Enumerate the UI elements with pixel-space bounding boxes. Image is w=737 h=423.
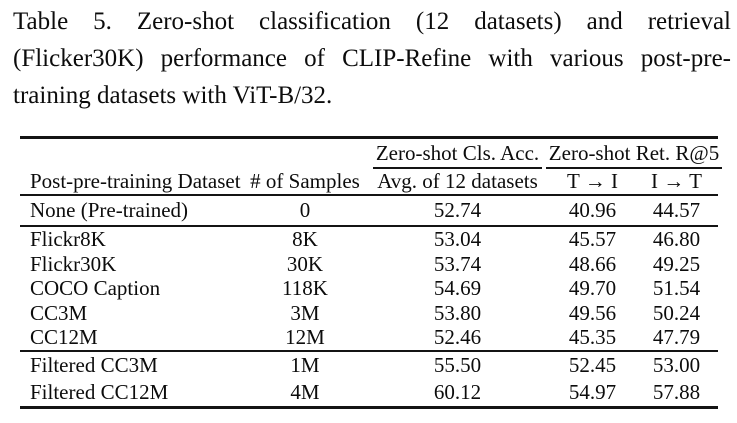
group-header-ret: Zero-shot Ret. R@5 <box>545 139 723 169</box>
cell-samples: 0 <box>299 198 311 222</box>
cell-t-to-i: 54.97 <box>568 379 617 404</box>
cell-samples: 118K <box>282 276 328 301</box>
cell-avg: 52.74 <box>433 198 482 222</box>
cell-i-to-t: 47.79 <box>652 325 701 350</box>
group-header-cls: Zero-shot Cls. Acc. <box>365 139 550 169</box>
cell-samples: 1M <box>290 352 320 377</box>
table-top-rule <box>20 136 718 139</box>
cell-dataset: Flickr8K <box>30 227 106 251</box>
cell-avg: 55.50 <box>433 352 482 377</box>
cell-t-to-i: 40.96 <box>568 198 617 222</box>
table-row: Filtered CC3M 1M 55.50 52.45 53.00 <box>20 352 718 379</box>
table-caption: Table 5. Zero-shot classification (12 da… <box>13 3 731 114</box>
cell-avg: 54.69 <box>433 276 482 301</box>
cell-samples: 8K <box>292 227 318 251</box>
cell-dataset: CC3M <box>30 300 88 325</box>
table-row: COCO Caption 118K 54.69 49.70 51.54 <box>20 276 718 301</box>
group-header-ret-label: Zero-shot Ret. R@5 <box>545 141 723 169</box>
col-header-dataset: Post-pre-training Dataset <box>30 169 241 193</box>
cell-t-to-i: 49.56 <box>568 300 617 325</box>
caption-line-3: training datasets with ViT-B/32. <box>13 82 333 109</box>
cell-t-to-i: 48.66 <box>568 251 617 276</box>
cell-avg: 53.74 <box>433 251 482 276</box>
cell-t-to-i: 45.35 <box>568 325 617 350</box>
header-bottom-rule <box>20 194 718 196</box>
cell-avg: 52.46 <box>433 325 482 350</box>
mid-rule-1 <box>20 225 718 227</box>
cell-dataset: Filtered CC3M <box>30 352 158 377</box>
cell-i-to-t: 53.00 <box>652 352 701 377</box>
cell-dataset: Flickr30K <box>30 251 117 276</box>
caption-line-2: (Flicker30K) performance of CLIP-Refine … <box>13 45 731 72</box>
cell-i-to-t: 44.57 <box>652 198 701 222</box>
table-row: Flickr30K 30K 53.74 48.66 49.25 <box>20 252 718 277</box>
cell-t-to-i: 49.70 <box>568 276 617 301</box>
cell-i-to-t: 49.25 <box>652 251 701 276</box>
mid-rule-2 <box>20 349 718 352</box>
table-bottom-rule <box>20 405 718 409</box>
results-table: Zero-shot Cls. Acc. Zero-shot Ret. R@5 P… <box>20 136 723 409</box>
cell-avg: 53.80 <box>433 300 482 325</box>
col-header-avg: Avg. of 12 datasets <box>377 169 538 193</box>
table-row: Flickr8K 8K 53.04 45.57 46.80 <box>20 227 718 252</box>
table-row: CC12M 12M 52.46 45.35 47.79 <box>20 325 718 350</box>
group-header-cls-label: Zero-shot Cls. Acc. <box>372 141 543 169</box>
cell-t-to-i: 45.57 <box>568 227 617 251</box>
table-row: CC3M 3M 53.80 49.56 50.24 <box>20 301 718 326</box>
cell-samples: 30K <box>286 251 324 276</box>
cell-i-to-t: 51.54 <box>652 276 701 301</box>
table-row: None (Pre-trained) 0 52.74 40.96 44.57 <box>20 196 718 225</box>
table-row: Filtered CC12M 4M 60.12 54.97 57.88 <box>20 379 718 406</box>
cell-dataset: COCO Caption <box>30 276 161 301</box>
cell-avg: 60.12 <box>433 379 482 404</box>
cell-samples: 4M <box>290 379 320 404</box>
cell-dataset: None (Pre-trained) <box>30 198 189 222</box>
cell-i-to-t: 46.80 <box>652 227 701 251</box>
table-group-header-row: Zero-shot Cls. Acc. Zero-shot Ret. R@5 <box>20 139 723 169</box>
caption-line-1: Table 5. Zero-shot classification (12 da… <box>13 8 731 35</box>
cell-avg: 53.04 <box>433 227 482 251</box>
col-header-t-to-i: T → I <box>567 169 618 193</box>
col-header-i-to-t: I → T <box>651 169 702 193</box>
cell-t-to-i: 52.45 <box>568 352 617 377</box>
cell-samples: 3M <box>290 300 320 325</box>
cell-dataset: Filtered CC12M <box>30 379 169 404</box>
cell-dataset: CC12M <box>30 325 98 350</box>
table-column-header-row: Post-pre-training Dataset # of Samples A… <box>20 169 718 194</box>
col-header-samples: # of Samples <box>250 169 360 193</box>
cell-samples: 12M <box>285 325 325 350</box>
cell-i-to-t: 57.88 <box>652 379 701 404</box>
cell-i-to-t: 50.24 <box>652 300 701 325</box>
